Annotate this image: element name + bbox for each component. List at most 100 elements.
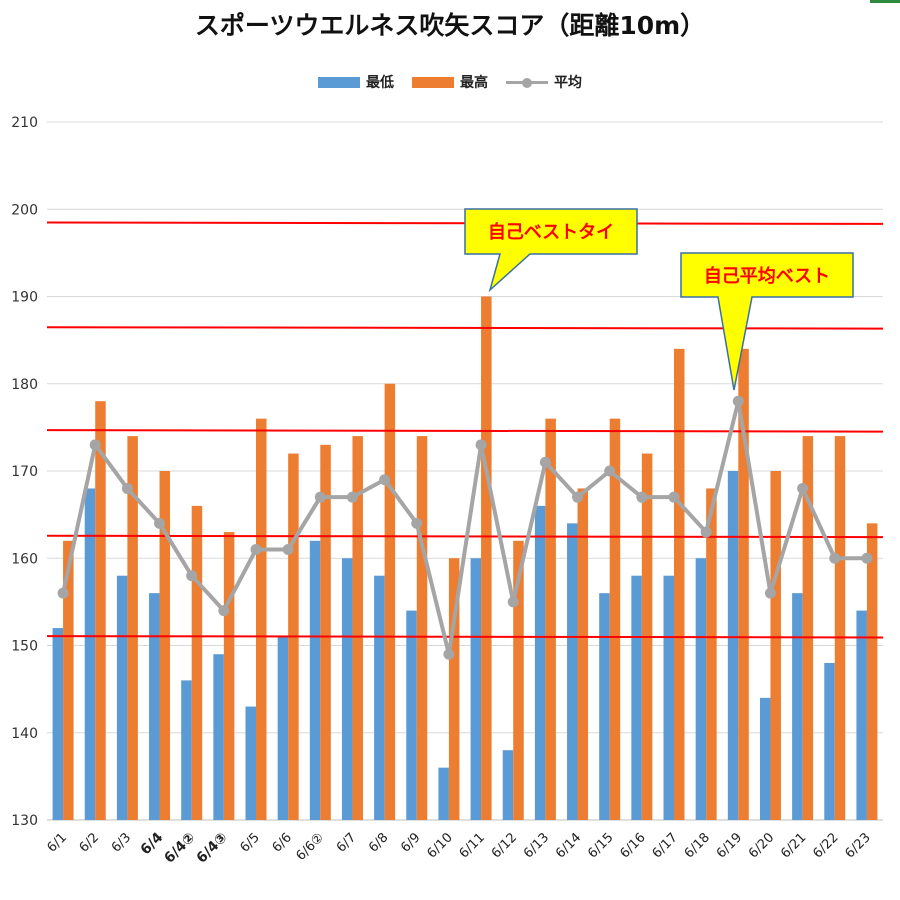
bar-min-21 <box>727 471 739 820</box>
x-tick-25: 6/23 <box>842 830 873 861</box>
callout-avg-best-shape <box>680 252 854 391</box>
bar-min-13 <box>470 558 482 820</box>
x-tick-11: 6/9 <box>398 830 423 855</box>
reference-line-0 <box>46 635 884 639</box>
bar-min-12 <box>438 767 449 820</box>
avg-point-13 <box>475 439 487 451</box>
legend-label-min: 最低 <box>366 75 394 91</box>
x-tick-10: 6/8 <box>366 830 391 855</box>
bar-min-25 <box>856 610 867 820</box>
x-tick-7: 6/6 <box>270 830 295 855</box>
x-tick-17: 6/15 <box>585 830 616 861</box>
bar-min-9 <box>341 558 353 820</box>
bar-min-14 <box>502 750 514 820</box>
x-tick-6: 6/5 <box>237 830 262 855</box>
avg-line-series <box>57 395 873 660</box>
bar-max-11 <box>416 436 428 820</box>
bar-max-24 <box>834 436 846 820</box>
bar-max-1 <box>95 401 106 820</box>
x-tick-19: 6/17 <box>650 830 681 861</box>
bar-max-21 <box>738 348 749 820</box>
avg-point-11 <box>411 517 423 529</box>
x-tick-24: 6/22 <box>810 830 841 861</box>
bar-max-13 <box>481 296 492 820</box>
avg-point-4 <box>186 570 198 582</box>
avg-point-1 <box>89 439 101 451</box>
bar-max-17 <box>609 418 621 820</box>
bar-min-4 <box>181 680 192 820</box>
avg-point-0 <box>57 587 69 599</box>
bar-max-6 <box>256 418 267 820</box>
callout-best-tie-text: 自己ベストタイ <box>487 222 615 243</box>
bar-min-5 <box>213 654 224 820</box>
reference-line-3 <box>46 326 884 330</box>
avg-point-25 <box>861 552 873 564</box>
bar-min-10 <box>374 575 385 820</box>
avg-point-18 <box>636 491 648 503</box>
bar-min-22 <box>759 697 771 820</box>
legend-swatch-max <box>412 76 454 88</box>
avg-point-12 <box>443 648 455 660</box>
avg-point-19 <box>668 491 680 503</box>
bar-max-22 <box>770 471 781 820</box>
y-tick-150: 150 <box>11 639 38 655</box>
bar-min-11 <box>406 610 417 820</box>
callout-shapes <box>464 208 854 391</box>
bar-min-1 <box>84 488 96 820</box>
x-tick-22: 6/20 <box>746 830 777 861</box>
legend-label-avg: 平均 <box>554 75 582 91</box>
callout-best-tie-shape <box>464 208 638 293</box>
bar-max-9 <box>352 436 363 820</box>
bar-max-10 <box>384 383 396 820</box>
avg-point-24 <box>829 552 841 564</box>
avg-point-21 <box>732 395 744 407</box>
bar-min-24 <box>824 662 835 820</box>
y-tick-200: 200 <box>11 202 38 218</box>
bar-min-8 <box>309 540 321 820</box>
bar-max-5 <box>223 532 235 820</box>
chart-title: スポーツウエルネス吹矢スコア（距離10m） <box>194 11 706 40</box>
bar-min-3 <box>149 593 160 820</box>
x-tick-9: 6/7 <box>334 830 359 855</box>
legend-item-min: 最低 <box>318 72 394 92</box>
bar-max-23 <box>802 436 814 820</box>
bar-min-6 <box>245 706 256 820</box>
bar-max-4 <box>191 505 203 820</box>
bar-min-23 <box>792 593 803 820</box>
x-tick-12: 6/10 <box>424 830 455 861</box>
avg-point-23 <box>797 482 809 494</box>
corner-accent <box>870 0 900 3</box>
avg-point-6 <box>250 544 262 556</box>
bar-max-3 <box>159 471 171 820</box>
legend: 最低 最高 平均 <box>0 72 900 92</box>
x-tick-18: 6/16 <box>617 830 648 861</box>
legend-item-max: 最高 <box>412 72 488 92</box>
y-tick-140: 140 <box>11 726 38 742</box>
legend-swatch-min <box>318 76 360 88</box>
legend-swatch-avg <box>506 77 548 88</box>
x-tick-5: 6/4③ <box>194 830 231 867</box>
bar-min-7 <box>277 636 289 820</box>
avg-point-15 <box>539 456 551 468</box>
avg-point-8 <box>314 491 326 503</box>
bars-min-series <box>52 471 867 820</box>
callout-avg-best-text: 自己平均ベスト <box>703 266 831 287</box>
bar-min-17 <box>599 593 610 820</box>
bar-max-19 <box>674 348 685 820</box>
avg-point-20 <box>700 526 712 538</box>
bar-max-14 <box>513 540 524 820</box>
bar-min-15 <box>534 505 546 820</box>
reference-line-2 <box>46 429 884 433</box>
bar-max-16 <box>577 488 589 820</box>
avg-point-5 <box>218 605 230 617</box>
x-axis-ticks: 6/1 6/2 6/3 6/46/4②6/4③ 6/5 6/66/6② 6/7 6/8 6/9 6… <box>45 829 874 866</box>
avg-point-7 <box>282 544 294 556</box>
y-tick-170: 170 <box>11 464 38 480</box>
x-tick-4: 6/4② <box>161 830 198 867</box>
x-tick-13: 6/11 <box>457 830 488 861</box>
bar-min-19 <box>663 575 674 820</box>
x-tick-8: 6/6② <box>293 830 327 864</box>
avg-point-2 <box>121 482 133 494</box>
y-tick-180: 180 <box>11 377 38 393</box>
x-tick-23: 6/21 <box>778 830 809 861</box>
